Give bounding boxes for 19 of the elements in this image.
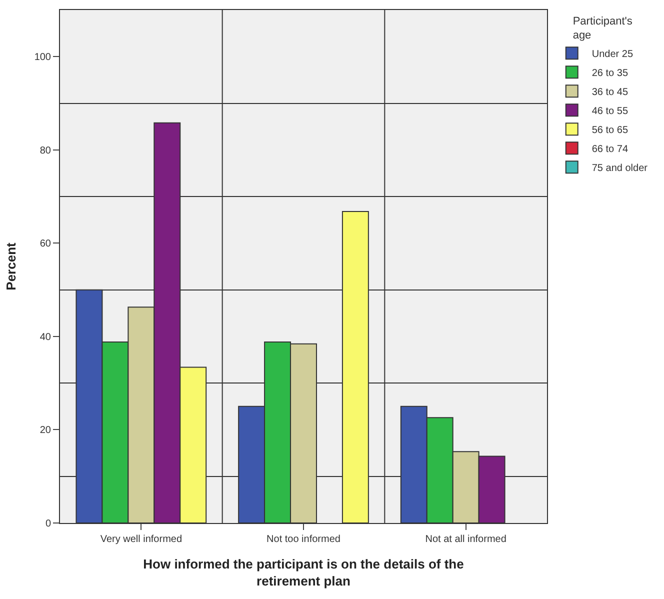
y-tick-label: 40 — [40, 332, 52, 343]
legend-label: Under 25 — [592, 49, 634, 60]
x-axis-title: How informed the participant is on the details of the retirement plan — [143, 556, 464, 588]
x-tick-label: Very well informed — [100, 534, 182, 545]
y-axis-title: Percent — [3, 242, 18, 290]
legend-label: 26 to 35 — [592, 68, 628, 79]
legend-label: 56 to 65 — [592, 125, 628, 136]
legend-label: 36 to 45 — [592, 87, 628, 98]
y-tick-label: 60 — [40, 238, 52, 250]
y-tick-label: 80 — [40, 145, 52, 156]
legend-label: 66 to 74 — [592, 144, 628, 155]
x-tick-label: Not at all informed — [425, 534, 506, 545]
y-tick-label: 100 — [34, 52, 52, 64]
legend-label: 75 and older — [592, 163, 648, 174]
legend-title: Participant's age — [572, 15, 633, 42]
legend-label: 46 to 55 — [592, 106, 628, 117]
y-tick-label: 20 — [40, 425, 52, 436]
y-tick-label: 0 — [45, 518, 52, 530]
x-tick-label: Not too informed — [266, 534, 340, 545]
